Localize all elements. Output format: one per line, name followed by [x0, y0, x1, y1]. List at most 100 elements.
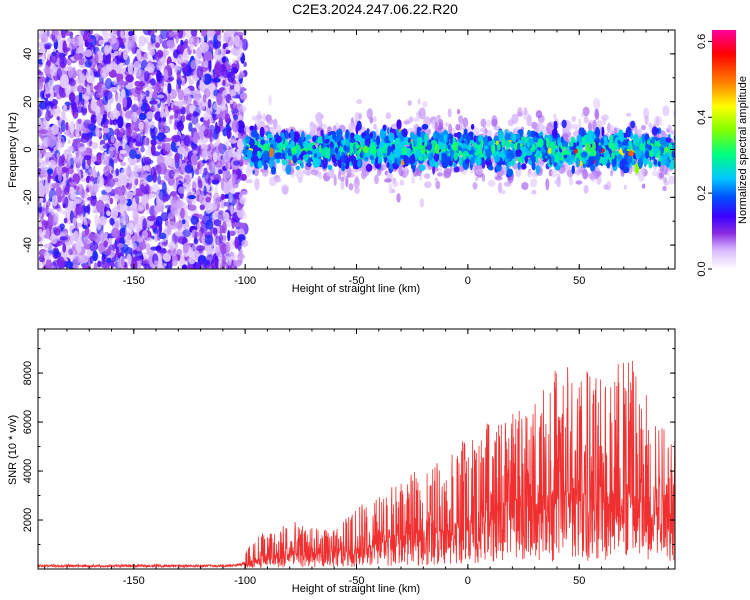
- heatmap-cell: [171, 254, 178, 267]
- heatmap-cell: [168, 169, 175, 179]
- heatmap-cell: [102, 127, 110, 134]
- heatmap-cell: [224, 170, 231, 179]
- heatmap-cell: [165, 127, 170, 133]
- heatmap-cell: [374, 174, 379, 185]
- heatmap-cell: [213, 228, 217, 237]
- heatmap-cell: [181, 114, 186, 122]
- heatmap-cell: [582, 106, 590, 117]
- heatmap-cell: [240, 56, 246, 62]
- heatmap-cell: [315, 111, 322, 124]
- heatmap-cell: [84, 60, 93, 68]
- heatmap-cell: [662, 105, 670, 117]
- heatmap-cell: [122, 97, 128, 108]
- heatmap-cell: [424, 173, 431, 179]
- heatmap-cell: [99, 230, 105, 244]
- heatmap-cell: [480, 118, 487, 128]
- heatmap-cell: [221, 255, 226, 268]
- heatmap-cell: [61, 34, 66, 39]
- heatmap-cell: [167, 156, 173, 165]
- heatmap-cell: [110, 135, 115, 144]
- heatmap-cell: [236, 202, 243, 211]
- heatmap-cell: [56, 240, 63, 247]
- heatmap-cell: [46, 168, 54, 175]
- heatmap-cell: [178, 186, 186, 194]
- heatmap-cell: [107, 170, 111, 183]
- heatmap-cell: [662, 185, 667, 192]
- heatmap-cell: [222, 79, 226, 86]
- heatmap-cell: [38, 122, 46, 130]
- heatmap-cell: [212, 128, 219, 140]
- heatmap-cell: [232, 175, 236, 187]
- heatmap-cell: [204, 203, 214, 214]
- heatmap-cell: [455, 123, 461, 131]
- heatmap-cell: [218, 169, 223, 175]
- heatmap-cell: [77, 118, 83, 125]
- heatmap-cell: [117, 115, 124, 129]
- heatmap-cell: [437, 172, 443, 177]
- heatmap-cell: [529, 178, 538, 188]
- heatmap-cell: [113, 30, 118, 35]
- heatmap-cell: [167, 82, 172, 94]
- heatmap-cell: [74, 95, 81, 106]
- heatmap-cell: [167, 93, 171, 107]
- heatmap-cell: [40, 43, 46, 56]
- heatmap-cell: [349, 125, 355, 134]
- heatmap-cell: [89, 255, 94, 264]
- heatmap-cell: [96, 219, 102, 231]
- heatmap-cell: [189, 104, 196, 112]
- heatmap-cell: [140, 146, 145, 153]
- heatmap-cell: [472, 182, 478, 190]
- heatmap-cell: [117, 257, 121, 269]
- heatmap-cell: [191, 116, 199, 125]
- heatmap-cell: [56, 116, 60, 121]
- heatmap-cell: [85, 69, 94, 82]
- heatmap-cell: [209, 248, 215, 253]
- heatmap-cell: [101, 152, 105, 166]
- heatmap-cell: [670, 130, 675, 135]
- heatmap-cell: [235, 73, 239, 84]
- heatmap-cell: [233, 259, 242, 267]
- heatmap-cell: [453, 166, 460, 173]
- heatmap-cell: [190, 30, 198, 37]
- heatmap-cell: [43, 251, 50, 261]
- heatmap-cell: [80, 177, 87, 182]
- heatmap-cell: [60, 119, 66, 133]
- heatmap-cell: [89, 240, 99, 252]
- heatmap-cell: [212, 192, 220, 206]
- heatmap-cell: [411, 175, 416, 184]
- heatmap-cell: [113, 79, 117, 86]
- heatmap-cell: [188, 122, 193, 132]
- heatmap-cell: [113, 178, 119, 183]
- heatmap-cell: [160, 212, 169, 222]
- heatmap-cell: [79, 30, 85, 37]
- heatmap-cell: [184, 174, 191, 185]
- heatmap-cell: [60, 74, 69, 87]
- heatmap-cell: [200, 225, 208, 234]
- heatmap-cell: [218, 142, 224, 153]
- heatmap-cell: [90, 100, 98, 112]
- heatmap-cell: [626, 112, 632, 117]
- heatmap-cell: [354, 187, 360, 194]
- heatmap-cell: [170, 203, 179, 215]
- heatmap-cell: [136, 133, 142, 144]
- heatmap-cell: [142, 218, 147, 231]
- heatmap-cell: [85, 164, 90, 170]
- heatmap-cell: [50, 233, 58, 245]
- heatmap-cell: [120, 161, 127, 166]
- heatmap-cell: [641, 183, 646, 189]
- heatmap-cell: [241, 38, 249, 51]
- heatmap-cell: [181, 256, 185, 266]
- heatmap-cell: [184, 94, 192, 105]
- heatmap-cell: [138, 241, 147, 250]
- heatmap-cell: [238, 211, 247, 220]
- heatmap-cell: [142, 30, 152, 36]
- heatmap-cell: [186, 264, 194, 269]
- heatmap-cell: [448, 123, 453, 136]
- heatmap-cell: [106, 264, 110, 269]
- heatmap-cell: [115, 168, 120, 177]
- heatmap-cell: [220, 193, 225, 201]
- heatmap-cell: [121, 256, 125, 268]
- heatmap-cell: [78, 146, 87, 152]
- heatmap-cell: [38, 71, 43, 76]
- heatmap-cell: [95, 125, 100, 138]
